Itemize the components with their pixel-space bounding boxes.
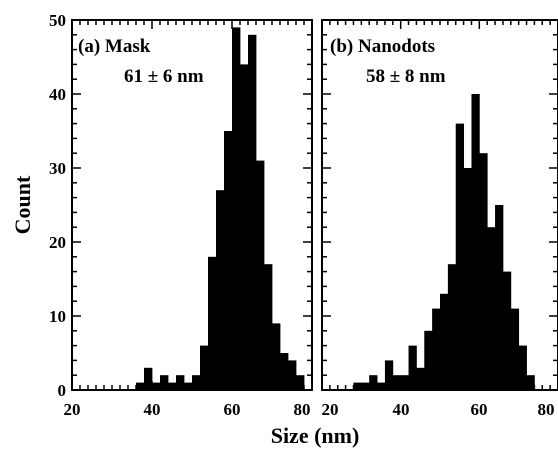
x-tick-label: 80 [294, 400, 311, 419]
x-tick-label: 60 [224, 400, 241, 419]
nanodots-bar [455, 123, 464, 390]
nanodots-bar [526, 375, 535, 390]
mask-bar [176, 375, 185, 390]
nanodots-bar [432, 308, 441, 390]
x-tick-label: 20 [64, 400, 81, 419]
nanodots-x-tick-labels: 20 40 60 80 [322, 400, 555, 419]
nanodots-bar [510, 308, 520, 390]
nanodots-bar [416, 367, 425, 390]
y-tick-label: 20 [49, 233, 66, 252]
y-tick-labels: 0 10 20 30 40 50 [49, 11, 66, 400]
mask-bar [248, 34, 257, 391]
nanodots-annotation: 58 ± 8 nm [366, 66, 446, 87]
nanodots-bar [361, 382, 370, 390]
nanodots-bar [384, 360, 394, 390]
mask-bar [200, 345, 209, 390]
nanodots-bar [353, 382, 362, 390]
mask-bar [216, 190, 225, 390]
mask-plot-frame [71, 19, 313, 391]
mask-bar [208, 256, 217, 390]
mask-bars [136, 27, 305, 391]
x-tick-label: 20 [322, 400, 339, 419]
y-tick-label: 30 [49, 159, 66, 178]
nanodots-plot-frame [321, 19, 558, 391]
nanodots-bar [495, 205, 504, 390]
x-tick-label: 40 [393, 400, 410, 419]
y-tick-label: 10 [49, 307, 66, 326]
panel-mask: (a) Mask 61 ± 6 nm [71, 19, 313, 391]
nanodots-bar [440, 293, 449, 390]
y-tick-label: 0 [58, 381, 67, 400]
nanodots-bar [502, 271, 512, 390]
nanodots-bar [471, 94, 480, 390]
x-tick-label: 40 [144, 400, 161, 419]
nanodots-bar [377, 382, 386, 390]
y-axis-title: Count [10, 175, 35, 234]
mask-bar [152, 382, 161, 390]
nanodots-bar [408, 345, 417, 390]
mask-bar [288, 360, 297, 390]
mask-bar [168, 382, 177, 390]
nanodots-bar [487, 227, 496, 390]
x-axis-title: Size (nm) [271, 423, 360, 448]
mask-bar [280, 353, 289, 390]
mask-panel-label: (a) Mask [78, 36, 151, 57]
nanodots-panel-label: (b) Nanodots [330, 36, 435, 57]
y-tick-label: 50 [49, 11, 66, 30]
nanodots-bar [400, 375, 409, 390]
mask-bar [224, 131, 233, 390]
mask-bar [192, 375, 201, 390]
nanodots-bars [353, 94, 535, 390]
nanodots-bar [447, 264, 457, 390]
x-tick-label: 60 [471, 400, 488, 419]
mask-bar [160, 375, 169, 390]
x-tick-label: 80 [538, 400, 555, 419]
mask-bar [136, 382, 145, 390]
mask-bar [240, 64, 249, 391]
mask-bar [232, 27, 241, 391]
mask-x-tick-labels: 20 40 60 80 [64, 400, 311, 419]
panel-nanodots: (b) Nanodots 58 ± 8 nm [321, 19, 558, 391]
mask-annotation: 61 ± 6 nm [124, 66, 204, 87]
mask-bar [184, 382, 193, 390]
nanodots-bar [518, 345, 527, 390]
mask-bar [264, 264, 273, 390]
nanodots-bar [463, 168, 472, 390]
y-tick-label: 40 [49, 85, 66, 104]
nanodots-bar [424, 330, 433, 390]
nanodots-bar [392, 375, 402, 390]
mask-bar [296, 375, 305, 390]
nanodots-bar [369, 375, 378, 390]
mask-bar [256, 160, 265, 390]
mask-bar [144, 367, 153, 390]
mask-bar [272, 323, 281, 390]
nanodots-bar [479, 153, 488, 390]
